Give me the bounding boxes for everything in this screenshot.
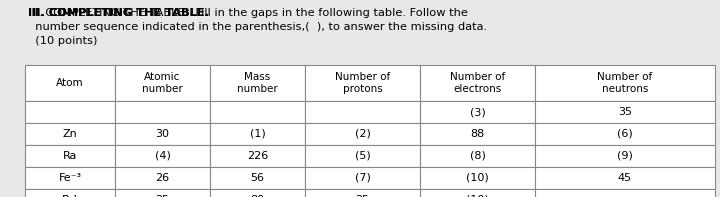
Bar: [210, 167, 305, 189]
Bar: [115, 101, 210, 123]
Bar: [420, 145, 535, 167]
Bar: [535, 167, 715, 189]
Text: (9): (9): [617, 151, 633, 161]
Bar: [535, 145, 715, 167]
Bar: [305, 167, 420, 189]
Text: (5): (5): [355, 151, 370, 161]
Text: Number of
electrons: Number of electrons: [450, 72, 505, 94]
Text: (2): (2): [354, 129, 370, 139]
Bar: [420, 101, 535, 123]
Text: 26: 26: [156, 173, 170, 183]
Bar: [420, 167, 535, 189]
Bar: [25, 101, 115, 123]
Text: (1): (1): [250, 129, 266, 139]
Text: Zn: Zn: [63, 129, 77, 139]
Text: (3): (3): [469, 107, 485, 117]
Text: Fe⁻³: Fe⁻³: [58, 173, 81, 183]
Bar: [420, 123, 535, 145]
Bar: [420, 189, 535, 197]
Text: Atomic
number: Atomic number: [142, 72, 183, 94]
Text: 56: 56: [251, 173, 264, 183]
Bar: [25, 65, 115, 101]
Bar: [25, 123, 115, 145]
Text: 45: 45: [618, 173, 632, 183]
Bar: [305, 65, 420, 101]
Bar: [115, 123, 210, 145]
Text: (10 points): (10 points): [28, 36, 97, 46]
Text: (6): (6): [617, 129, 633, 139]
Text: 30: 30: [156, 129, 169, 139]
Text: 35: 35: [156, 195, 169, 197]
Bar: [305, 101, 420, 123]
Text: Number of
neutrons: Number of neutrons: [598, 72, 652, 94]
Text: III. COMPLETING THE TABLE.  Fill in the gaps in the following table. Follow the: III. COMPLETING THE TABLE. Fill in the g…: [28, 8, 468, 18]
Bar: [25, 189, 115, 197]
Text: (8): (8): [469, 151, 485, 161]
Bar: [210, 65, 305, 101]
Bar: [305, 145, 420, 167]
Text: Number of
protons: Number of protons: [335, 72, 390, 94]
Text: 35: 35: [618, 107, 632, 117]
Text: III. COMPLETING THE TABLE.: III. COMPLETING THE TABLE.: [28, 8, 209, 18]
Text: number sequence indicated in the parenthesis,(  ), to answer the missing data.: number sequence indicated in the parenth…: [28, 22, 487, 32]
Text: (7): (7): [354, 173, 370, 183]
Text: 88: 88: [470, 129, 485, 139]
Bar: [420, 65, 535, 101]
Bar: [535, 189, 715, 197]
Text: (10): (10): [466, 195, 489, 197]
Bar: [210, 145, 305, 167]
Bar: [535, 101, 715, 123]
Bar: [535, 123, 715, 145]
Text: Br¹: Br¹: [62, 195, 78, 197]
Text: 226: 226: [247, 151, 268, 161]
Bar: [115, 167, 210, 189]
Text: Atom: Atom: [56, 78, 84, 88]
Bar: [305, 123, 420, 145]
Bar: [25, 167, 115, 189]
Text: Ra: Ra: [63, 151, 77, 161]
Text: (4): (4): [155, 151, 171, 161]
Bar: [305, 189, 420, 197]
Bar: [535, 65, 715, 101]
Bar: [115, 65, 210, 101]
Text: Mass
number: Mass number: [237, 72, 278, 94]
Bar: [210, 101, 305, 123]
Text: (10): (10): [466, 173, 489, 183]
Text: 80: 80: [251, 195, 264, 197]
Bar: [115, 145, 210, 167]
Bar: [210, 123, 305, 145]
Bar: [25, 145, 115, 167]
Text: III. COMPLETING THE TABLE.: III. COMPLETING THE TABLE.: [28, 8, 209, 18]
Text: 35: 35: [356, 195, 369, 197]
Bar: [210, 189, 305, 197]
Bar: [115, 189, 210, 197]
